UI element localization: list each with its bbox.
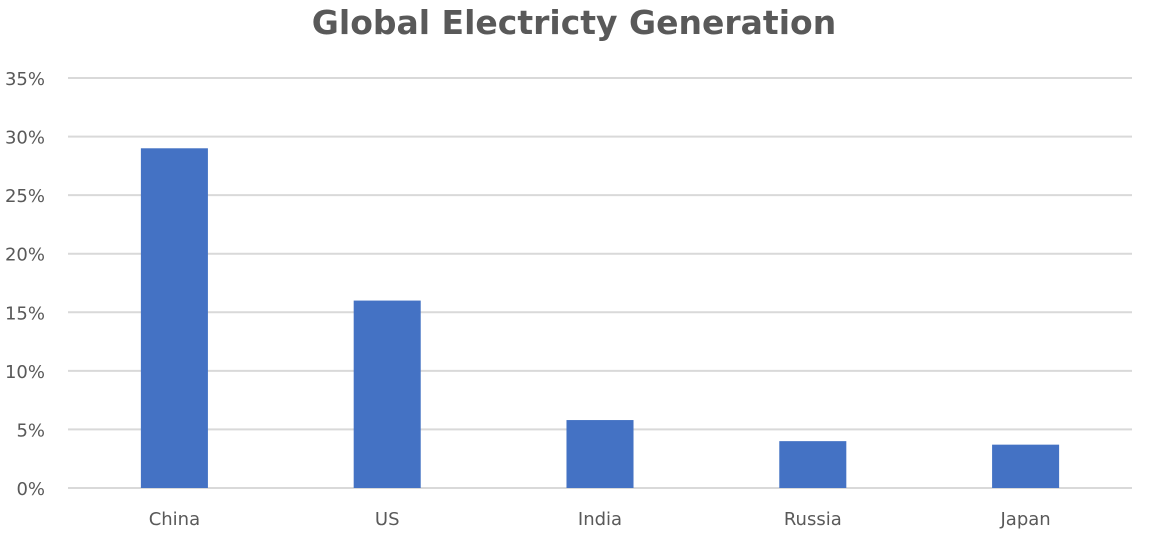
y-tick-label: 10%: [5, 362, 45, 383]
bar-india: [566, 420, 634, 488]
y-tick-label: 25%: [5, 186, 45, 207]
bar-china: [140, 148, 208, 489]
y-tick-label: 15%: [5, 303, 45, 324]
y-tick-label: 20%: [5, 245, 45, 266]
bars: [140, 148, 1060, 489]
bar-japan: [992, 444, 1060, 488]
x-tick-label: US: [375, 509, 400, 530]
gridlines: [68, 77, 1132, 489]
x-axis-labels: China US India Russia Japan: [149, 509, 1051, 530]
x-tick-label: Japan: [999, 509, 1050, 530]
y-tick-label: 35%: [5, 69, 45, 90]
y-axis-ticks: 0% 5% 10% 15% 20% 25% 30% 35%: [5, 69, 45, 500]
x-tick-label: Russia: [784, 509, 842, 530]
y-tick-label: 5%: [16, 420, 45, 441]
chart-title: Global Electricty Generation: [312, 3, 836, 42]
y-tick-label: 0%: [16, 479, 45, 500]
bar-us: [353, 300, 421, 488]
y-tick-label: 30%: [5, 128, 45, 149]
bar-russia: [779, 441, 847, 488]
x-tick-label: China: [149, 509, 200, 530]
x-tick-label: India: [578, 509, 622, 530]
